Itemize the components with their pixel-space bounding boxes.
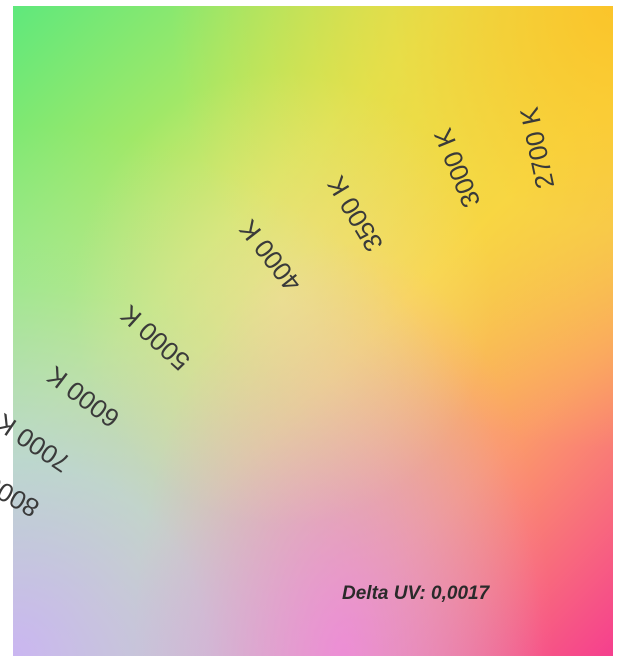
delta-uv-readout: Delta UV: 0,0017	[342, 583, 490, 604]
gradient-center-highlight	[13, 6, 613, 656]
chromaticity-gradient	[13, 6, 613, 656]
